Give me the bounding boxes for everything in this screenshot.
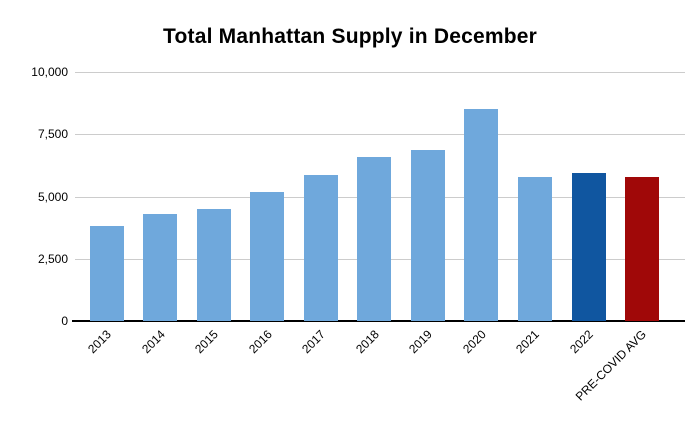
x-axis-label: 2019 [406,327,436,357]
bar-2016 [250,191,285,321]
x-axis-label: 2016 [245,327,275,357]
y-axis-tick-label: 7,500 [37,127,68,142]
bar-pre-covid-avg [625,176,660,321]
x-axis-label: 2013 [85,327,114,357]
plot-area [72,72,685,322]
x-axis-label: 2021 [513,327,543,357]
x-axis-label: 2018 [352,327,382,357]
gridline [75,134,685,136]
bar-2019 [410,150,445,321]
y-axis-tick-label: 2,500 [37,251,68,266]
x-axis-label: 2017 [299,327,329,357]
x-axis-label: 2020 [459,327,489,357]
x-axis-line [72,320,685,322]
x-axis-label: 2022 [567,327,596,357]
bar-2018 [357,156,392,321]
bar-2021 [518,176,553,321]
x-axis-label: 2015 [192,327,222,357]
x-axis-label: 2014 [138,327,168,357]
gridline [75,72,685,73]
bars-layer [80,72,669,321]
bar-2015 [196,209,231,321]
bar-2014 [143,213,178,321]
y-axis-tick-label: 5,000 [37,189,68,204]
bar-2017 [303,175,338,321]
y-axis-tick-label: 0 [61,314,68,328]
chart-title: Total Manhattan Supply in December [163,25,537,48]
bar-2013 [89,226,124,321]
bar-2022 [571,172,606,321]
y-axis-tick-label: 10,000 [31,65,68,79]
bar-2020 [464,109,499,321]
